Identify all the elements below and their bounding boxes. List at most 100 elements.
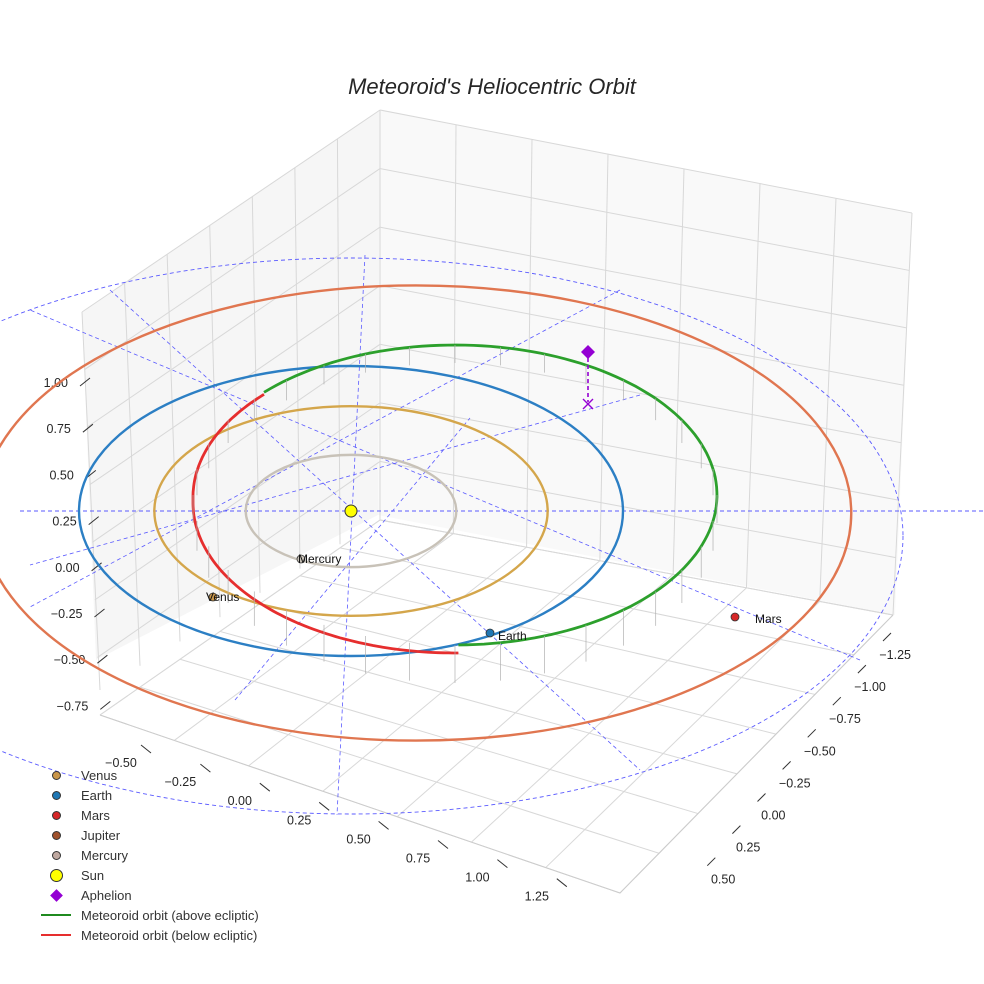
y-tick-label: −1.25 bbox=[879, 648, 911, 662]
legend-marker bbox=[40, 805, 72, 825]
grid-line bbox=[97, 461, 381, 658]
chart-title: Meteoroid's Heliocentric Orbit bbox=[348, 74, 636, 99]
z-tick-label: 0.00 bbox=[55, 561, 79, 575]
planet-earth-marker bbox=[485, 628, 495, 638]
legend-item: Mars bbox=[40, 805, 259, 825]
x-tick-mark bbox=[259, 782, 271, 792]
floor-grid-line bbox=[322, 560, 601, 792]
legend-label: Mercury bbox=[81, 847, 128, 863]
legend-item: Venus bbox=[40, 765, 259, 785]
legend-item: Jupiter bbox=[40, 825, 259, 845]
orbit-venus bbox=[153, 404, 549, 618]
axis-ticks: 1.00 0.75 0.50 0.25 0.00 −0.25 −0.50 −0.75 −0.50… bbox=[44, 376, 911, 904]
floor-grid-line bbox=[99, 519, 381, 716]
y-tick-mark bbox=[807, 728, 817, 738]
y-tick-label: −0.50 bbox=[804, 744, 836, 758]
x-tick-mark bbox=[318, 801, 330, 811]
floor-grid-line bbox=[139, 686, 660, 854]
grid-line bbox=[166, 254, 181, 642]
legend-label: Aphelion bbox=[81, 887, 132, 903]
planet-mars-marker bbox=[730, 612, 740, 622]
z-tick-mark bbox=[99, 701, 111, 710]
orbit-mercury bbox=[244, 453, 458, 569]
grid-line bbox=[526, 139, 533, 548]
legend-item: Aphelion bbox=[40, 885, 259, 905]
grid-line bbox=[84, 168, 381, 370]
grid-line bbox=[819, 198, 837, 602]
z-tick-mark bbox=[88, 516, 100, 525]
planet-venus-label: Venus bbox=[206, 590, 239, 604]
grid-line bbox=[599, 154, 609, 561]
y-tick-mark bbox=[832, 696, 842, 706]
legend-item: Meteoroid orbit (below ecliptic) bbox=[40, 925, 259, 945]
y-tick-mark bbox=[782, 761, 791, 770]
legend-marker bbox=[40, 765, 72, 785]
grid-line bbox=[379, 226, 907, 329]
grid-line bbox=[94, 402, 381, 601]
floor-grid-line bbox=[248, 546, 527, 767]
ecliptic-outer-ring bbox=[0, 257, 904, 815]
planet-mercury-marker bbox=[296, 554, 306, 564]
planet-earth-label: Earth bbox=[498, 629, 527, 643]
y-tick-label: 0.25 bbox=[736, 841, 760, 855]
grid-line bbox=[92, 343, 381, 543]
grid-line bbox=[379, 109, 913, 214]
legend-marker bbox=[40, 825, 72, 845]
z-tick-mark bbox=[97, 654, 108, 664]
x-tick-mark bbox=[437, 840, 449, 849]
x-tick-label: 1.25 bbox=[525, 890, 549, 904]
legend-label: Mars bbox=[81, 807, 110, 823]
grid-line bbox=[379, 168, 910, 271]
legend-item: Mercury bbox=[40, 845, 259, 865]
floor-grid-line bbox=[259, 603, 777, 735]
y-tick-mark bbox=[857, 664, 867, 674]
floor-grid-line bbox=[173, 533, 454, 741]
grid-line bbox=[379, 460, 896, 559]
legend-marker bbox=[40, 885, 72, 905]
y-tick-label: −0.75 bbox=[829, 712, 861, 726]
grid-line bbox=[452, 124, 457, 534]
floor-grid-line bbox=[379, 519, 894, 616]
orbit-earth bbox=[77, 364, 625, 658]
sun-marker bbox=[344, 504, 358, 518]
legend-item: Earth bbox=[40, 785, 259, 805]
z-tick-label: 0.50 bbox=[49, 468, 73, 482]
ecliptic-ray-line bbox=[109, 289, 641, 771]
floor-grid-line bbox=[471, 587, 747, 843]
orbits bbox=[0, 284, 853, 742]
meteoroid-orbit-above bbox=[263, 343, 719, 647]
x-tick-mark bbox=[140, 744, 152, 754]
grid-line bbox=[81, 109, 381, 313]
legend-marker bbox=[40, 905, 72, 925]
legend-item: Meteoroid orbit (above ecliptic) bbox=[40, 905, 259, 925]
back-pane bbox=[378, 110, 912, 615]
z-tick-label: −0.50 bbox=[54, 653, 86, 667]
planet-venus-marker bbox=[208, 592, 218, 602]
ecliptic-ray-line bbox=[234, 417, 471, 701]
grid-line bbox=[209, 225, 221, 618]
floor-grid-line bbox=[179, 658, 699, 815]
legend: Venus Earth Mars Jupiter Mercury Sun Aphelion M… bbox=[40, 765, 259, 945]
grid-line bbox=[336, 138, 341, 545]
x-tick-label: 0.50 bbox=[346, 832, 370, 846]
x-tick-label: 0.25 bbox=[287, 813, 311, 827]
z-tick-mark bbox=[91, 562, 102, 572]
grid-line bbox=[379, 402, 899, 501]
legend-marker bbox=[40, 845, 72, 865]
grid-line bbox=[89, 285, 381, 486]
z-tick-label: −0.25 bbox=[51, 607, 83, 621]
floor-edge bbox=[99, 614, 894, 894]
z-tick-label: 0.75 bbox=[47, 422, 71, 436]
grid-line bbox=[86, 226, 381, 428]
legend-label: Venus bbox=[81, 767, 118, 783]
orbit-mars bbox=[0, 284, 853, 742]
legend-marker bbox=[40, 925, 72, 945]
ecliptic-ray-line bbox=[29, 394, 641, 566]
legend-label: Jupiter bbox=[81, 827, 121, 843]
floor-grid-line bbox=[545, 601, 821, 868]
planet-mercury-label: Mercury bbox=[298, 552, 341, 566]
y-tick-mark bbox=[732, 825, 741, 834]
x-tick-mark bbox=[556, 878, 568, 888]
x-tick-mark bbox=[497, 859, 508, 868]
